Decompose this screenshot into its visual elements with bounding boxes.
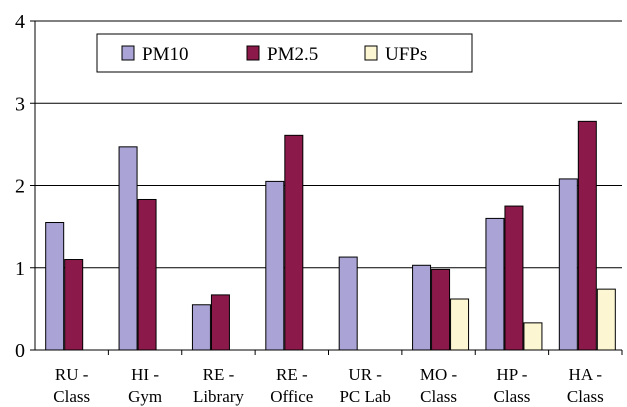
y-tick-label: 4 [15,11,25,33]
x-category-label: Gym [128,387,162,406]
bar-pm25-7 [577,120,597,351]
y-tick-label: 2 [15,176,25,198]
bar-pm10-3 [265,180,285,351]
x-category-label: Class [567,387,604,406]
legend: PM10 PM2.5 UFPs [96,33,473,73]
bars [45,120,616,351]
bar-pm10-2 [191,304,211,351]
x-category-label: HI - [131,365,159,384]
bar-pm10-7 [558,178,578,351]
bar-pm25-3 [284,134,304,351]
legend-swatch-pm25 [246,45,260,61]
bar-pm10-5 [412,264,432,351]
y-tick-label: 3 [15,93,25,115]
axes [30,20,623,355]
x-category-label: MO - [420,365,458,384]
x-category-label: Class [53,387,90,406]
x-category-label: HA - [569,365,603,384]
x-tick-labels: RU - Class HI - Gym RE - Library RE - Office UR … [53,365,603,406]
bar-pm10-4 [338,256,358,351]
y-tick-label: 1 [15,258,25,280]
bar-pm10-1 [118,146,138,351]
y-tick-labels: 0 1 2 3 4 [15,11,25,362]
x-category-label: Class [494,387,531,406]
bar-pm25-1 [137,198,157,351]
bar-pm25-0 [64,259,84,351]
legend-label-pm10: PM10 [142,44,188,65]
x-category-label: RE - [203,365,235,384]
bar-pm25-6 [504,205,524,351]
legend-label-pm25: PM2.5 [267,44,318,65]
x-category-label: PC Lab [339,387,390,406]
legend-label-ufps: UFPs [385,44,427,65]
bar-pm25-2 [210,294,230,351]
x-category-label: UR - [348,365,382,384]
legend-box [96,33,473,73]
x-category-label: RU - [55,365,89,384]
x-category-label: Office [270,387,313,406]
bar-ufps-7 [596,288,616,351]
x-category-label: Library [193,387,244,406]
legend-swatch-ufps [364,45,378,61]
bar-ufps-6 [523,322,543,351]
x-category-label: Class [420,387,457,406]
x-category-label: HP - [496,365,527,384]
y-tick-label: 0 [15,340,25,362]
legend-swatch-pm10 [121,45,135,61]
bar-pm25-5 [431,268,451,351]
bar-ufps-5 [450,298,470,351]
x-category-label: RE - [276,365,308,384]
bar-pm10-0 [45,222,65,351]
bar-pm10-6 [485,217,505,351]
